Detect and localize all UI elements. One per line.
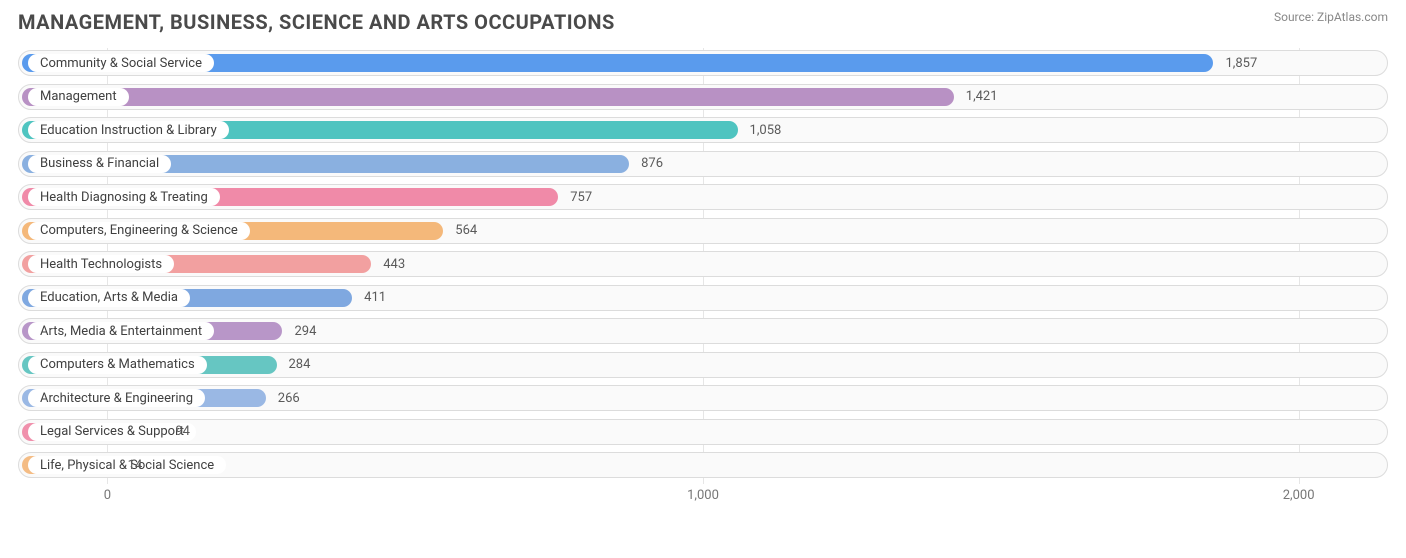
bar-row: Arts, Media & Entertainment 294 [18, 316, 1388, 350]
source-label: Source: [1274, 10, 1314, 24]
bars-container: Community & Social Service 1,857 Managemen… [18, 48, 1388, 484]
x-axis-tick: 0 [104, 488, 111, 503]
bar-row: Computers, Engineering & Science 564 [18, 216, 1388, 250]
bar-value-label: 1,058 [742, 121, 782, 139]
x-axis-tick: 1,000 [687, 488, 719, 503]
bar-row: Architecture & Engineering 266 [18, 383, 1388, 417]
bar-category-label: Management [28, 88, 129, 106]
bar-value-label: 443 [375, 255, 405, 273]
bar-value-label: 757 [562, 188, 592, 206]
bar-row: Education, Arts & Media 411 [18, 283, 1388, 317]
bar-row: Legal Services & Support94 [18, 417, 1388, 451]
chart-area: Community & Social Service 1,857 Managemen… [0, 40, 1406, 514]
x-axis: 0 1,000 2,000 [18, 488, 1388, 512]
bar-category-label: Community & Social Service [28, 54, 214, 72]
bar-value-label: 876 [633, 155, 663, 173]
bar-track [18, 419, 1388, 445]
x-axis-tick: 2,000 [1283, 488, 1315, 503]
bar-value-label: 94 [167, 423, 190, 441]
chart-title: MANAGEMENT, BUSINESS, SCIENCE AND ARTS O… [18, 10, 615, 34]
bar-category-label: Arts, Media & Entertainment [28, 322, 214, 340]
chart-header: MANAGEMENT, BUSINESS, SCIENCE AND ARTS O… [0, 0, 1406, 40]
bar-category-label: Education, Arts & Media [28, 289, 190, 307]
bar-value-label: 266 [270, 389, 300, 407]
chart-plot: Community & Social Service 1,857 Managemen… [18, 48, 1388, 514]
bar-row: Computers & Mathematics 284 [18, 350, 1388, 384]
bar-category-label: Health Technologists [28, 255, 174, 273]
bar-value-label: 14 [120, 456, 143, 474]
bar-row: Business & Financial 876 [18, 149, 1388, 183]
bar-category-label: Health Diagnosing & Treating [28, 188, 220, 206]
bar-fill [22, 88, 954, 106]
bar-value-label: 1,421 [958, 88, 998, 106]
bar-category-label: Business & Financial [28, 155, 171, 173]
bar-category-label: Education Instruction & Library [28, 121, 229, 139]
bar-row: Education Instruction & Library 1,058 [18, 115, 1388, 149]
bar-row: Community & Social Service 1,857 [18, 48, 1388, 82]
bar-category-label: Computers, Engineering & Science [28, 222, 250, 240]
bar-value-label: 284 [281, 356, 311, 374]
bar-value-label: 294 [286, 322, 316, 340]
bar-row: Health Technologists 443 [18, 249, 1388, 283]
bar-row: Management 1,421 [18, 82, 1388, 116]
bar-category-label: Architecture & Engineering [28, 389, 205, 407]
bar-value-label: 564 [447, 222, 477, 240]
bar-category-label: Computers & Mathematics [28, 356, 207, 374]
chart-source: Source: ZipAtlas.com [1274, 10, 1388, 24]
bar-row: Health Diagnosing & Treating 757 [18, 182, 1388, 216]
bar-value-label: 1,857 [1217, 54, 1257, 72]
bar-row: Life, Physical & Social Science14 [18, 450, 1388, 484]
bar-value-label: 411 [356, 289, 386, 307]
source-site: ZipAtlas.com [1317, 10, 1388, 24]
